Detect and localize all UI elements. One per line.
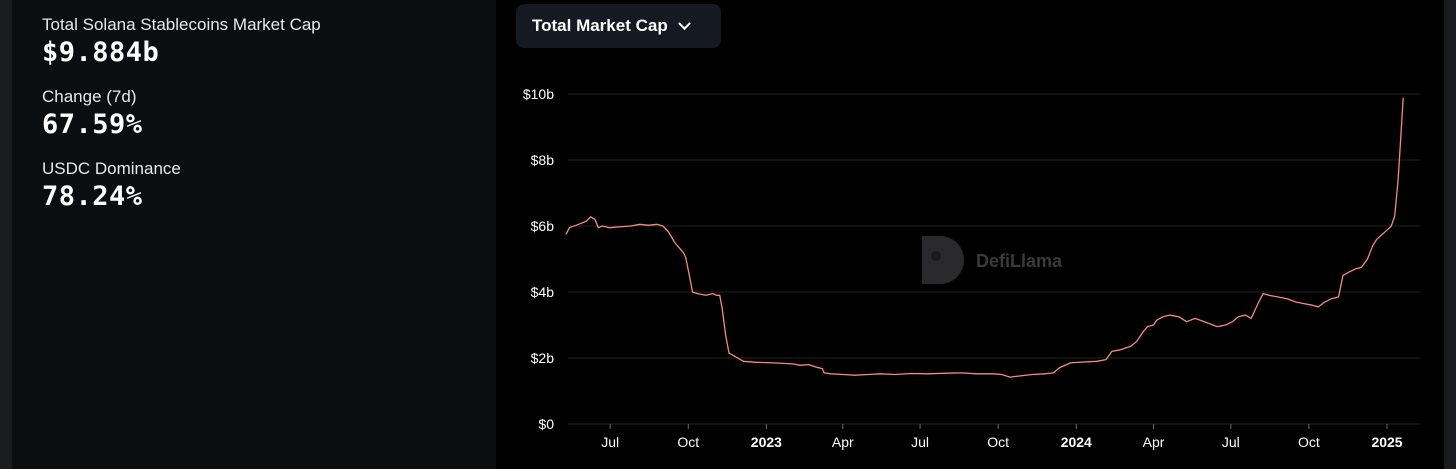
chart-panel: $0 $2b $4b $6b $8b $10b DefiLlama Jul Oct 2023 Apr… — [496, 0, 1444, 469]
x-tick-label: 2023 — [751, 434, 782, 450]
stat-label: USDC Dominance — [42, 159, 181, 178]
metric-selector-label: Total Market Cap — [532, 16, 668, 35]
stat-total-market-cap: Total Solana Stablecoins Market Cap $9.8… — [42, 14, 496, 70]
defillama-watermark: DefiLlama — [922, 236, 1063, 284]
x-tick-label: 2025 — [1371, 434, 1402, 450]
market-cap-line — [565, 97, 1404, 378]
stat-value: 67.59% — [42, 109, 143, 140]
chevron-down-icon — [677, 16, 691, 30]
y-tick-label: $4b — [531, 284, 555, 300]
stat-value: 78.24% — [42, 181, 143, 212]
stat-usdc-dominance: USDC Dominance 78.24% — [42, 158, 496, 214]
x-tick-label: Oct — [987, 434, 1009, 450]
y-tick-label: $2b — [531, 350, 555, 366]
stat-label: Change (7d) — [42, 87, 137, 106]
x-tick-label: Jul — [1222, 434, 1240, 450]
llama-logo-icon — [922, 236, 964, 284]
y-tick-label: $10b — [523, 86, 554, 102]
stat-value: $9.884b — [42, 37, 160, 68]
metric-selector[interactable]: Total Market Cap — [516, 4, 721, 48]
market-cap-chart: $0 $2b $4b $6b $8b $10b DefiLlama Jul Oct 2023 Apr… — [523, 86, 1420, 450]
app-frame: Total Solana Stablecoins Market Cap $9.8… — [12, 0, 1444, 469]
x-tick-label: Apr — [832, 434, 854, 450]
x-tick-label: 2024 — [1061, 434, 1092, 450]
x-tick-label: Oct — [1298, 434, 1320, 450]
stat-change-7d: Change (7d) 67.59% — [42, 86, 496, 142]
logo-eye — [931, 251, 941, 261]
y-tick-label: $0 — [538, 416, 554, 432]
x-tick-label: Apr — [1143, 434, 1165, 450]
x-tick-label: Jul — [911, 434, 929, 450]
stat-label: Total Solana Stablecoins Market Cap — [42, 15, 321, 34]
y-tick-label: $6b — [531, 218, 555, 234]
y-tick-label: $8b — [531, 152, 555, 168]
x-tick-label: Jul — [601, 434, 619, 450]
x-tick-label: Oct — [677, 434, 699, 450]
stats-panel: Total Solana Stablecoins Market Cap $9.8… — [12, 0, 496, 469]
watermark-text: DefiLlama — [976, 251, 1063, 271]
